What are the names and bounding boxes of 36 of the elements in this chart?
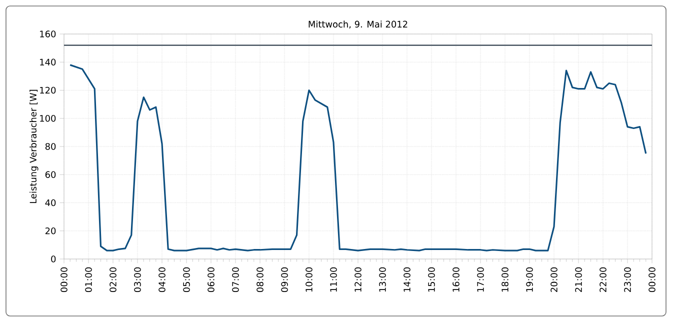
x-tick-label: 09:00 [281, 267, 288, 292]
x-tick-label: 12:00 [354, 267, 362, 292]
x-tick-label: 02:00 [110, 267, 116, 292]
y-tick-label: 60 [45, 171, 56, 178]
x-tick-label: 22:00 [600, 267, 606, 292]
x-tick-label: 14:00 [404, 267, 410, 292]
y-tick-label: 0 [51, 256, 56, 262]
x-tick-label: 01:00 [85, 267, 92, 292]
x-tick-label: 21:00 [575, 267, 582, 292]
y-tick-label: 140 [40, 58, 56, 66]
x-tick-label: 17:00 [477, 267, 484, 292]
x-tick-label: 13:00 [379, 267, 386, 292]
x-tick-label: 10:00 [306, 267, 312, 292]
y-tick-label: 20 [45, 227, 56, 234]
x-tick-label: 18:00 [502, 267, 508, 292]
x-tick-label: 00:00 [60, 267, 68, 292]
x-tick-label: 03:00 [134, 267, 141, 292]
x-tick-label: 16:00 [452, 267, 460, 292]
chart-title: Mittwoch, 9. Mai 2012 [308, 20, 408, 28]
x-tick-label: 15:00 [428, 267, 435, 292]
x-tick-label: 04:00 [158, 267, 166, 292]
y-tick-label: 40 [45, 199, 56, 206]
y-axis-title: Leistung Verbraucher [W] [30, 90, 38, 203]
x-tick-label: 08:00 [256, 267, 264, 292]
y-tick-label: 120 [40, 86, 56, 94]
x-tick-label: 19:00 [526, 267, 533, 292]
y-tick-label: 160 [40, 30, 56, 38]
y-tick-label: 100 [40, 114, 56, 122]
x-tick-label: 07:00 [232, 267, 239, 292]
y-tick-label: 80 [45, 143, 56, 150]
x-tick-label: 23:00 [624, 267, 631, 292]
x-tick-label: 05:00 [183, 267, 190, 292]
x-tick-label: 11:00 [330, 267, 337, 292]
x-tick-label: 06:00 [208, 267, 214, 292]
x-tick-label: 20:00 [550, 267, 558, 292]
x-tick-label: 00:00 [648, 267, 656, 292]
